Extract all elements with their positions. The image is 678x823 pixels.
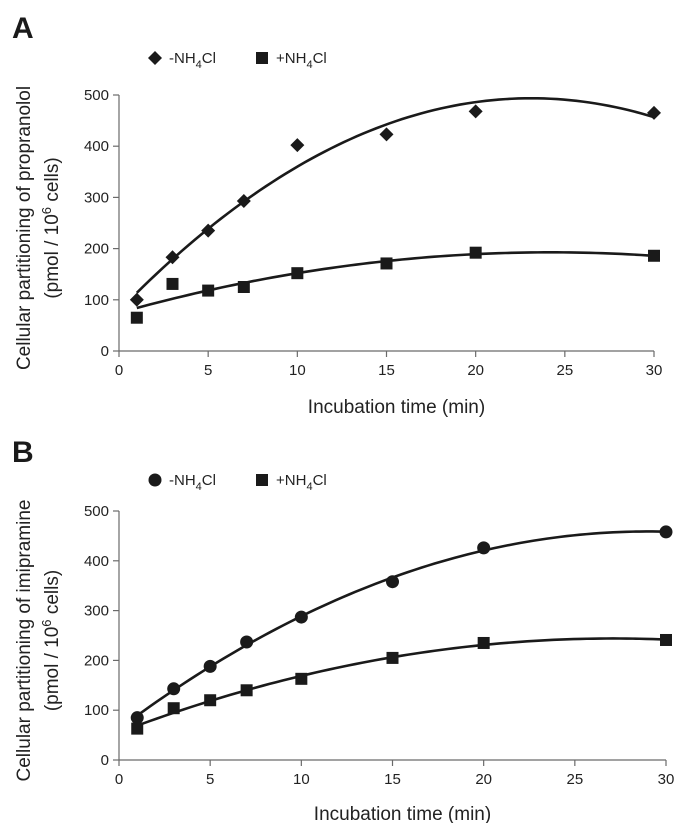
legend-marker-square (256, 474, 268, 486)
y-axis-title-line1: Cellular partitioning of propranolol (14, 86, 35, 370)
data-point-series-2 (166, 277, 179, 290)
y-tick-label: 0 (101, 343, 109, 360)
data-point-series-1 (165, 250, 180, 265)
data-point-series-2 (291, 267, 304, 280)
y-tick-label: 200 (84, 652, 109, 669)
x-tick-label: 10 (293, 771, 310, 788)
y-axis-title-line2: (pmol / 106 cells) (39, 157, 63, 298)
x-tick-label: 25 (556, 362, 573, 379)
legend-entry: +NH4Cl (276, 50, 327, 71)
legend-entry: -NH4Cl (169, 50, 216, 71)
y-tick-label: 300 (84, 603, 109, 620)
x-tick-label: 5 (206, 771, 214, 788)
data-point-series-2 (648, 249, 660, 262)
data-point-series-2 (130, 311, 143, 324)
data-point-series-2 (380, 257, 393, 270)
data-point-series-2 (167, 702, 180, 715)
y-tick-label: 400 (84, 138, 109, 155)
data-point-series-2 (386, 651, 399, 664)
data-point-series-1 (468, 104, 483, 119)
data-point-series-2 (237, 281, 250, 293)
data-point-series-1 (240, 635, 254, 649)
legend-entry: +NH4Cl (276, 472, 327, 493)
fit-curve-series-1 (136, 530, 667, 717)
x-tick-label: 30 (646, 362, 663, 379)
data-point-series-2 (295, 672, 308, 685)
panel-b: B -NH4Cl +NH4Cl 0 100 200 300 400 500 0 5 10 15 20 25 3… (12, 436, 674, 823)
x-tick-label: 20 (467, 362, 484, 379)
data-point-series-1 (203, 659, 217, 673)
y-tick-label: 100 (84, 292, 109, 309)
x-tick-label: 15 (384, 771, 401, 788)
data-point-series-2 (204, 694, 217, 707)
x-tick-label: 20 (475, 771, 492, 788)
y-tick-label: 200 (84, 241, 109, 258)
panel-a: A -NH4Cl +NH4Cl 0 100 200 300 400 500 0 5 10 15 20 25 3… (12, 12, 662, 418)
data-point-series-1 (130, 711, 144, 725)
x-tick-label: 5 (204, 362, 212, 379)
x-tick-label: 10 (289, 362, 306, 379)
y-tick-label: 100 (84, 702, 109, 719)
data-point-series-1 (477, 541, 491, 555)
x-tick-label: 0 (115, 362, 123, 379)
data-point-series-2 (240, 684, 253, 697)
data-point-series-1 (167, 682, 181, 696)
legend-entry: -NH4Cl (169, 472, 216, 493)
x-tick-label: 25 (566, 771, 583, 788)
y-tick-label: 0 (101, 752, 109, 769)
fit-curve-series-2 (136, 637, 667, 727)
data-point-series-2 (202, 284, 215, 297)
legend-marker-square (256, 52, 268, 64)
fit-curve-series-1 (135, 96, 655, 294)
x-tick-label: 15 (378, 362, 395, 379)
data-point-series-2 (469, 246, 482, 259)
x-axis-title: Incubation time (min) (314, 804, 491, 823)
data-point-series-1 (647, 105, 661, 120)
data-point-series-2 (131, 722, 144, 735)
panel-letter: A (12, 12, 34, 45)
y-axis-title-line2: (pmol / 106 cells) (39, 570, 63, 711)
data-point-series-1 (294, 610, 308, 624)
y-tick-label: 400 (84, 553, 109, 570)
y-tick-label: 500 (84, 503, 109, 520)
y-tick-label: 500 (84, 87, 109, 104)
data-point-series-1 (236, 193, 251, 208)
y-axis-title-line1: Cellular partitioning of imipramine (14, 500, 35, 782)
data-point-series-1 (129, 292, 144, 307)
x-tick-label: 30 (658, 771, 675, 788)
data-point-series-2 (660, 633, 672, 646)
data-point-series-1 (379, 127, 394, 142)
panel-letter: B (12, 436, 34, 469)
data-point-series-2 (477, 636, 490, 649)
data-point-series-1 (659, 525, 673, 539)
x-tick-label: 0 (115, 771, 123, 788)
data-point-series-1 (386, 575, 399, 589)
fit-curve-series-2 (136, 251, 655, 310)
legend-marker-diamond (148, 51, 162, 65)
legend-marker-circle (148, 473, 162, 487)
data-point-series-1 (290, 138, 305, 153)
data-point-series-1 (201, 223, 216, 238)
x-axis-title: Incubation time (min) (308, 397, 485, 418)
y-tick-label: 300 (84, 189, 109, 206)
